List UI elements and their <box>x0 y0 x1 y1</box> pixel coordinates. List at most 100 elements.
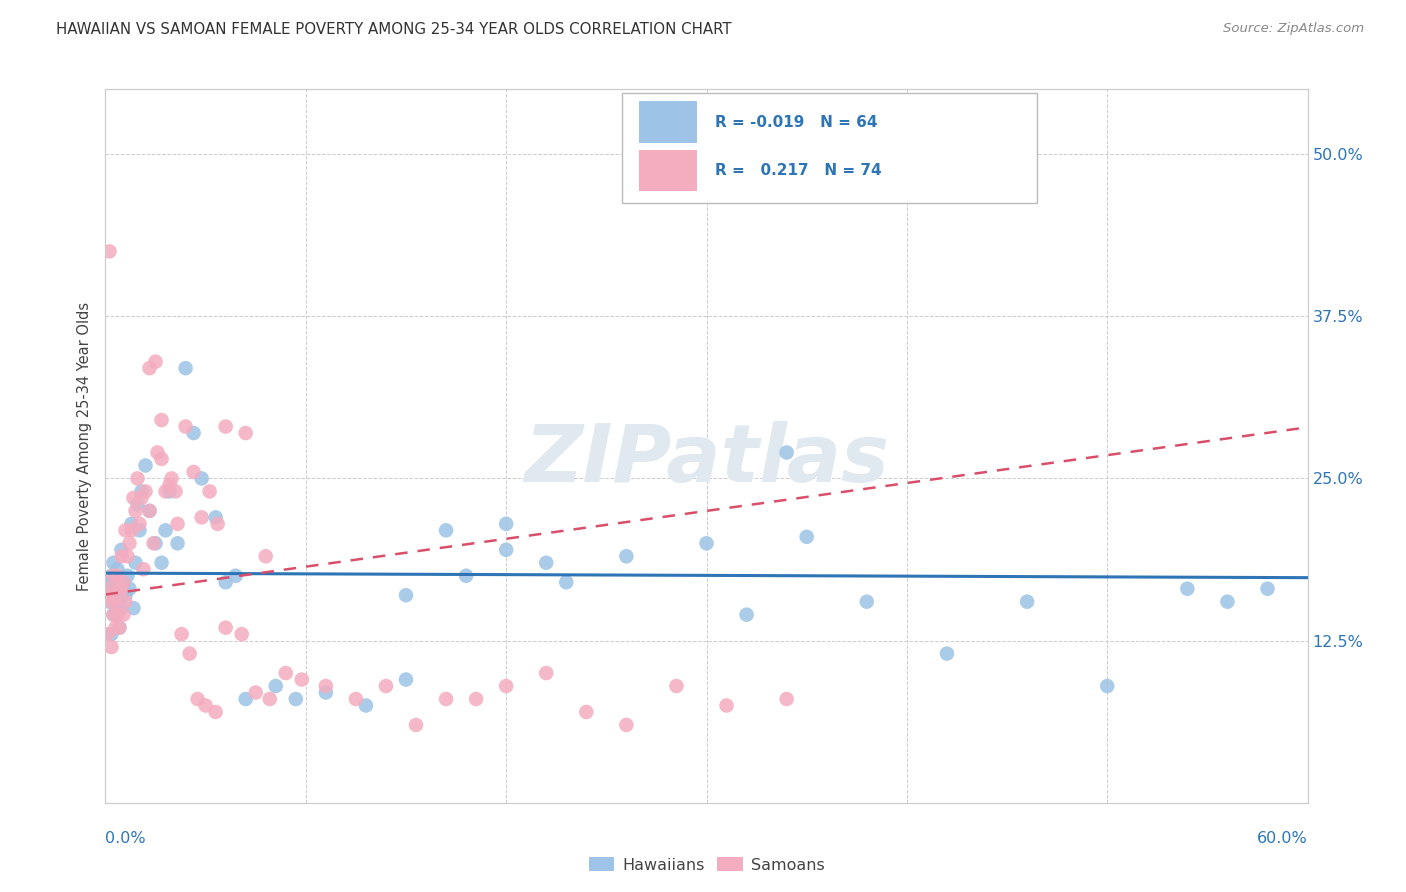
Point <box>214 575 236 590</box>
Point <box>735 607 758 622</box>
Point <box>117 549 139 564</box>
Point <box>138 504 160 518</box>
Point <box>124 504 146 518</box>
Point <box>555 575 578 590</box>
Point <box>796 530 818 544</box>
Point <box>103 568 125 582</box>
Point <box>98 244 121 259</box>
Point <box>315 685 337 699</box>
Point <box>183 425 205 440</box>
Point <box>104 568 127 582</box>
Point <box>104 621 127 635</box>
Point <box>103 607 125 622</box>
Point <box>128 524 150 538</box>
Point <box>122 491 145 505</box>
Point <box>198 484 221 499</box>
Point <box>245 685 267 699</box>
Point <box>194 698 217 713</box>
Text: R = -0.019   N = 64: R = -0.019 N = 64 <box>714 114 877 129</box>
Point <box>214 621 236 635</box>
Point <box>315 679 337 693</box>
Point <box>776 445 799 459</box>
Point <box>1216 595 1239 609</box>
Point <box>936 647 959 661</box>
Point <box>716 698 738 713</box>
Point <box>405 718 427 732</box>
Point <box>135 484 157 499</box>
Point <box>110 582 132 596</box>
Point <box>495 679 517 693</box>
Point <box>112 582 135 596</box>
Point <box>150 556 173 570</box>
Point <box>127 471 149 485</box>
Point <box>395 588 418 602</box>
Point <box>1017 595 1039 609</box>
Point <box>121 516 143 531</box>
Point <box>107 607 129 622</box>
Point <box>135 458 157 473</box>
Point <box>207 516 229 531</box>
Point <box>225 568 247 582</box>
Point <box>465 692 488 706</box>
Point <box>104 582 127 596</box>
Y-axis label: Female Poverty Among 25-34 Year Olds: Female Poverty Among 25-34 Year Olds <box>77 301 93 591</box>
Point <box>100 568 122 582</box>
Point <box>128 516 150 531</box>
Point <box>179 647 201 661</box>
Point <box>100 595 122 609</box>
Point <box>495 542 517 557</box>
Point <box>98 595 121 609</box>
Point <box>616 718 638 732</box>
Point <box>264 679 287 693</box>
Point <box>344 692 367 706</box>
Point <box>166 516 188 531</box>
Point <box>665 679 688 693</box>
Point <box>284 692 307 706</box>
Point <box>107 562 129 576</box>
Point <box>131 491 153 505</box>
Point <box>98 575 121 590</box>
Point <box>174 361 197 376</box>
Point <box>534 666 557 681</box>
Point <box>108 621 131 635</box>
Point <box>575 705 598 719</box>
Point <box>434 692 457 706</box>
Point <box>1177 582 1199 596</box>
Point <box>187 692 209 706</box>
Point <box>166 536 188 550</box>
Point <box>165 484 187 499</box>
Text: ZIPatlas: ZIPatlas <box>524 421 889 500</box>
Point <box>696 536 718 550</box>
Text: R =   0.217   N = 74: R = 0.217 N = 74 <box>714 163 882 178</box>
Text: HAWAIIAN VS SAMOAN FEMALE POVERTY AMONG 25-34 YEAR OLDS CORRELATION CHART: HAWAIIAN VS SAMOAN FEMALE POVERTY AMONG … <box>56 22 733 37</box>
Point <box>112 607 135 622</box>
Point <box>291 673 314 687</box>
Point <box>235 425 257 440</box>
Point <box>104 595 127 609</box>
Point <box>235 692 257 706</box>
Point <box>1257 582 1279 596</box>
Point <box>127 497 149 511</box>
Point <box>96 627 118 641</box>
Point <box>534 556 557 570</box>
Legend: Hawaiians, Samoans: Hawaiians, Samoans <box>582 851 831 879</box>
Point <box>110 601 132 615</box>
Point <box>145 536 167 550</box>
Point <box>395 673 418 687</box>
Point <box>231 627 253 641</box>
Point <box>155 484 177 499</box>
Point <box>107 595 129 609</box>
Point <box>114 588 136 602</box>
Point <box>124 556 146 570</box>
Point <box>214 419 236 434</box>
Point <box>1097 679 1119 693</box>
Point <box>108 588 131 602</box>
Point <box>103 607 125 622</box>
Point <box>131 484 153 499</box>
Point <box>159 478 181 492</box>
Point <box>855 595 877 609</box>
Point <box>495 516 517 531</box>
Point <box>159 484 181 499</box>
Point <box>190 510 212 524</box>
Point <box>103 556 125 570</box>
